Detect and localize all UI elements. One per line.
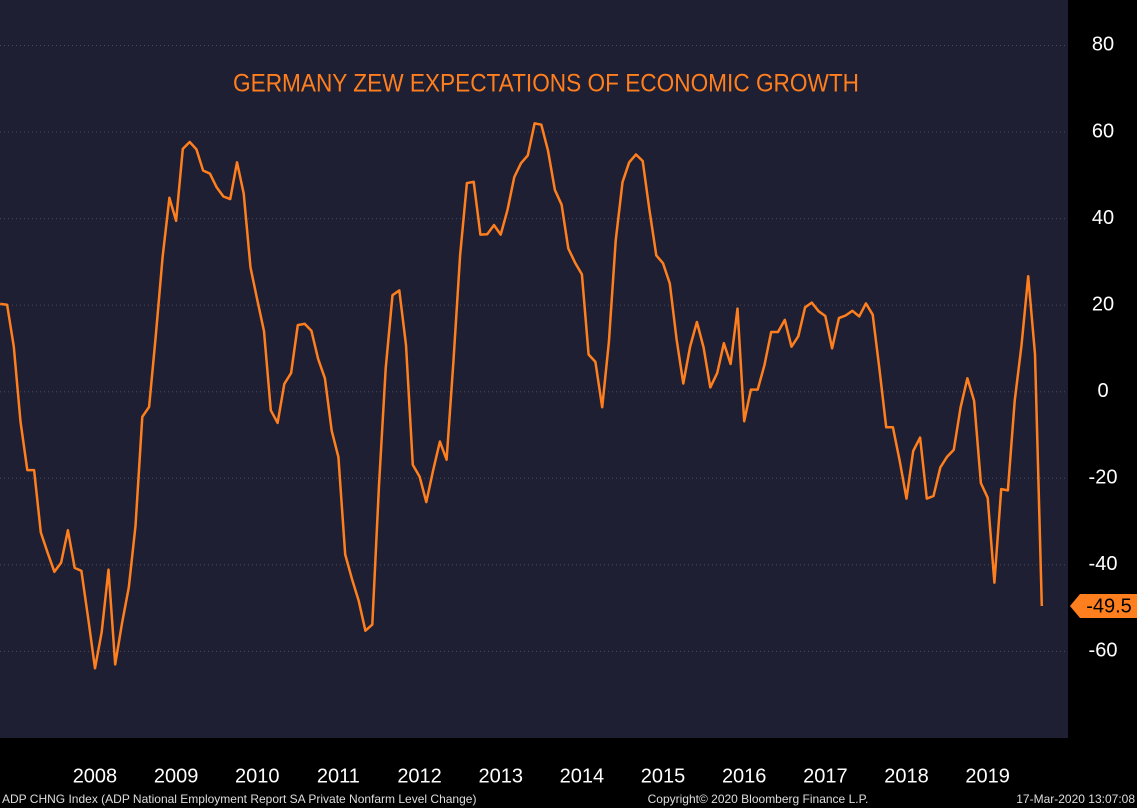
x-tick-label: 2008 [73, 765, 118, 787]
x-tick-label: 2013 [478, 765, 523, 787]
x-tick-label: 2014 [560, 765, 605, 787]
x-tick-label: 2017 [803, 765, 848, 787]
x-tick-label: 2016 [722, 765, 767, 787]
x-tick-label: 2015 [641, 765, 686, 787]
plot-area [0, 0, 1068, 738]
footer-left: ADP CHNG Index (ADP National Employment … [2, 792, 476, 806]
x-tick-label: 2009 [154, 765, 199, 787]
y-tick-label: 80 [1092, 34, 1114, 56]
x-tick-label: 2012 [397, 765, 442, 787]
x-tick-label: 2011 [317, 765, 360, 787]
last-value-label: -49.5 [1086, 595, 1132, 617]
y-tick-label: 0 [1097, 380, 1108, 402]
line [0, 122, 1044, 670]
x-tick-label: 2019 [965, 765, 1010, 787]
y-tick-label: -60 [1089, 640, 1118, 662]
x-tick-label: 2010 [235, 765, 280, 787]
y-tick-label: 20 [1092, 293, 1114, 315]
footer-center: Copyright© 2020 Bloomberg Finance L.P. [648, 792, 869, 806]
y-tick-label: -40 [1089, 553, 1118, 575]
x-tick-label: 2018 [884, 765, 929, 787]
y-tick-label: 40 [1092, 207, 1114, 229]
footer-right: 17-Mar-2020 13:07:08 [1016, 792, 1135, 806]
last-value-tag [1070, 593, 1137, 618]
y-tick-label: 60 [1092, 120, 1114, 142]
y-tick-label: -20 [1089, 467, 1118, 489]
chart-title: GERMANY ZEW EXPECTATIONS OF ECONOMIC GRO… [233, 70, 859, 98]
